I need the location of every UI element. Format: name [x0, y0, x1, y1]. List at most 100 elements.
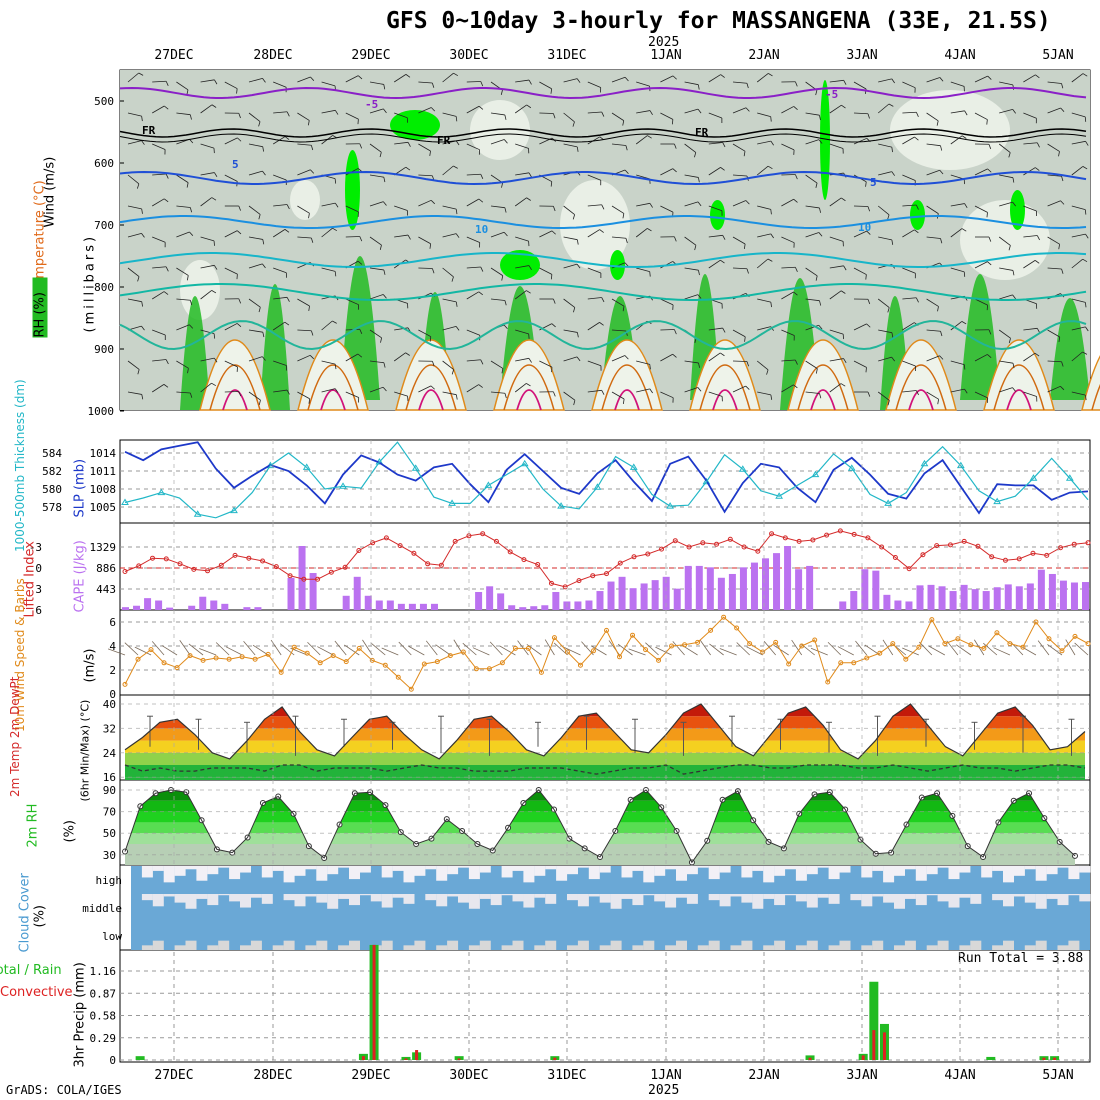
upper-wind-barb — [757, 298, 771, 303]
upper-wind-barb — [321, 109, 336, 114]
thickness-marker — [339, 482, 347, 489]
rh-bright-patch — [1010, 190, 1025, 230]
warm-dome-core — [810, 389, 836, 411]
warm-dome — [983, 339, 1055, 411]
upper-wind-barb — [587, 81, 601, 88]
cloud-high-bar — [577, 866, 589, 868]
upper-wind-barb-flag — [550, 181, 553, 187]
upper-wind-barb — [708, 352, 721, 362]
pressure-tick-1000: 1000 — [88, 405, 115, 418]
cloud-high-bar — [523, 866, 535, 883]
cloud-middle-bar — [425, 894, 437, 901]
upper-wind-barb — [926, 391, 939, 400]
cloud-high-bar — [915, 866, 927, 881]
date-label-top-30dec: 30DEC — [449, 48, 489, 63]
upper-wind-barb-flag — [865, 274, 867, 280]
cloud-low-bar — [643, 940, 655, 950]
upper-wind-barb — [539, 230, 553, 238]
li-marker — [177, 561, 183, 567]
upper-wind-barb-flag — [455, 140, 460, 146]
upper-wind-barb — [514, 383, 527, 393]
upper-wind-barb-flag — [746, 268, 749, 274]
upper-wind-barb — [974, 298, 988, 306]
wind10m-barb — [719, 648, 737, 656]
temp-band — [125, 728, 1085, 741]
upper-wind-barb — [1047, 81, 1062, 84]
upper-wind-barb-flag — [939, 77, 944, 82]
cloud-high-bar — [774, 866, 786, 876]
wind10m-barb — [252, 644, 269, 656]
upper-wind-barb-flag — [504, 207, 507, 213]
upper-wind-barb-flag — [1060, 386, 1065, 391]
cloud-middle-bar — [294, 894, 306, 907]
upper-wind-barb-flag — [649, 203, 653, 208]
cloud-middle-bar — [163, 894, 175, 897]
upper-wind-barb-flag — [1012, 387, 1016, 392]
upper-wind-barb — [805, 267, 818, 277]
warm-dome-inner — [993, 364, 1045, 411]
upper-wind-barb-flag — [647, 228, 652, 232]
upper-wind-barb-flag — [237, 137, 242, 142]
upper-wind-barb-flag — [961, 321, 967, 325]
upper-wind-barb — [902, 204, 917, 207]
upper-wind-barb-flag — [138, 72, 144, 76]
wind10m-barb — [1074, 642, 1089, 656]
upper-wind-barb-flag — [310, 237, 314, 243]
upper-wind-barb — [224, 81, 238, 89]
cape-bar — [530, 606, 538, 610]
upper-wind-barb-flag — [189, 231, 194, 236]
rh-band — [125, 811, 1075, 823]
cloud-low-bar — [795, 945, 807, 950]
cloud-low-bar — [992, 945, 1004, 950]
upper-wind-barb-flag — [163, 198, 169, 203]
upper-wind-barb — [587, 136, 601, 145]
upper-wind-barb-flag — [720, 352, 725, 357]
cloud-middle-bar — [152, 894, 164, 907]
upper-wind-barb-flag — [720, 259, 725, 264]
cloud-middle-bar — [392, 894, 404, 898]
upper-wind-barb — [466, 143, 480, 151]
wind10m-barb — [736, 642, 750, 656]
upper-wind-barb-flag — [963, 364, 966, 370]
upper-wind-barb-flag — [986, 212, 988, 218]
wind10m-barb — [279, 643, 295, 656]
upper-wind-barb-flag — [840, 383, 846, 387]
upper-wind-barb-flag — [141, 394, 144, 400]
upper-wind-barb — [829, 143, 844, 149]
upper-wind-barb — [563, 236, 578, 241]
upper-wind-barb — [611, 329, 626, 332]
cloud-high-bar — [349, 866, 360, 880]
contour-label: 5 — [232, 158, 239, 171]
upper-wind-barb — [394, 205, 408, 211]
thickness-tick-578: 578 — [42, 501, 62, 514]
upper-wind-barb — [224, 323, 238, 331]
li-marker — [576, 578, 582, 584]
wind10m-barb — [699, 640, 711, 656]
warm-dome-inner — [503, 364, 555, 411]
wind10m-marker — [721, 614, 727, 620]
upper-wind-barb — [636, 110, 651, 114]
upper-wind-barb — [1047, 200, 1061, 207]
upper-wind-barb — [926, 236, 941, 239]
wind10m-barb — [124, 642, 139, 656]
upper-wind-barb-flag — [674, 329, 677, 335]
li-marker — [824, 532, 830, 538]
li-marker — [535, 562, 541, 567]
upper-wind-barb — [515, 79, 530, 83]
upper-wind-barb — [152, 173, 167, 176]
upper-wind-barb — [636, 267, 650, 273]
upper-wind-barb — [200, 236, 215, 242]
upper-wind-barb-flag — [940, 145, 943, 151]
upper-wind-barb — [587, 204, 602, 207]
upper-wind-barb — [587, 322, 600, 331]
upper-wind-barb — [224, 137, 238, 145]
wind10m-marker — [981, 645, 987, 651]
wind10m-barb — [199, 648, 217, 656]
cape-bar — [364, 595, 372, 610]
warm-dome-core — [320, 389, 346, 411]
cloud-middle-bar — [218, 894, 230, 896]
upper-wind-barb — [127, 205, 142, 210]
cloud-low-bar — [283, 940, 295, 950]
cloud-middle-bar — [599, 894, 611, 903]
cloud-high-bar — [468, 866, 480, 880]
